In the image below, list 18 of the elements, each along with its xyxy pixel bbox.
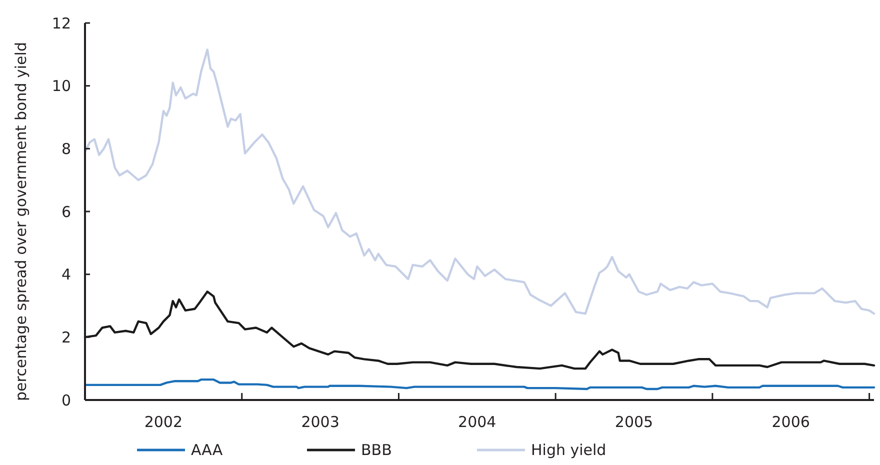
y-axis-title: percentage spread over government bond yield	[12, 42, 30, 401]
x-tick-label: 2006	[772, 413, 810, 431]
y-tick-label: 10	[52, 77, 71, 96]
y-tick-label: 12	[52, 14, 71, 32]
line-series	[84, 48, 876, 315]
y-tick-label: 6	[61, 202, 71, 221]
y-tick-label: 8	[61, 140, 71, 158]
legend-label: High yield	[531, 441, 606, 459]
y-tick-label: 2	[61, 328, 71, 346]
x-tick-label: 2002	[144, 413, 183, 431]
legend-label: AAA	[191, 441, 224, 459]
line-series	[84, 378, 876, 390]
y-tick-label: 4	[61, 266, 71, 284]
x-tick-label: 2003	[301, 413, 340, 431]
x-tick-label: 2004	[458, 413, 496, 431]
y-tick-label: 0	[61, 391, 71, 410]
x-tick-label: 2005	[614, 413, 654, 431]
legend-label: BBB	[361, 441, 392, 459]
